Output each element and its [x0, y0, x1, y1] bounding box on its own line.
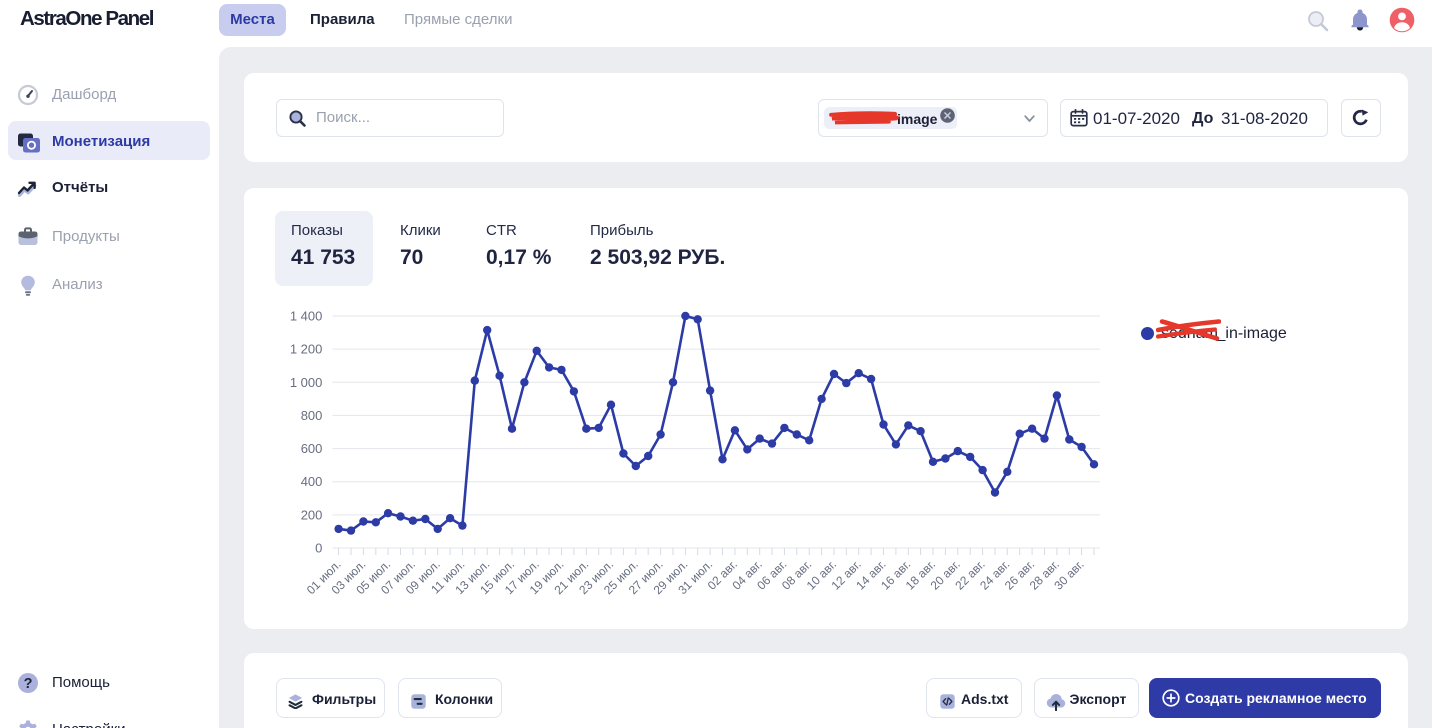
svg-text:1 200: 1 200: [290, 341, 323, 356]
svg-text:800: 800: [301, 407, 323, 422]
svg-text:?: ?: [24, 675, 33, 691]
svg-text:0: 0: [315, 540, 322, 555]
svg-text:600: 600: [301, 441, 323, 456]
svg-text:1 400: 1 400: [290, 308, 323, 323]
svg-text:200: 200: [301, 507, 323, 522]
svg-text:400: 400: [301, 474, 323, 489]
svg-text:1 000: 1 000: [290, 374, 323, 389]
